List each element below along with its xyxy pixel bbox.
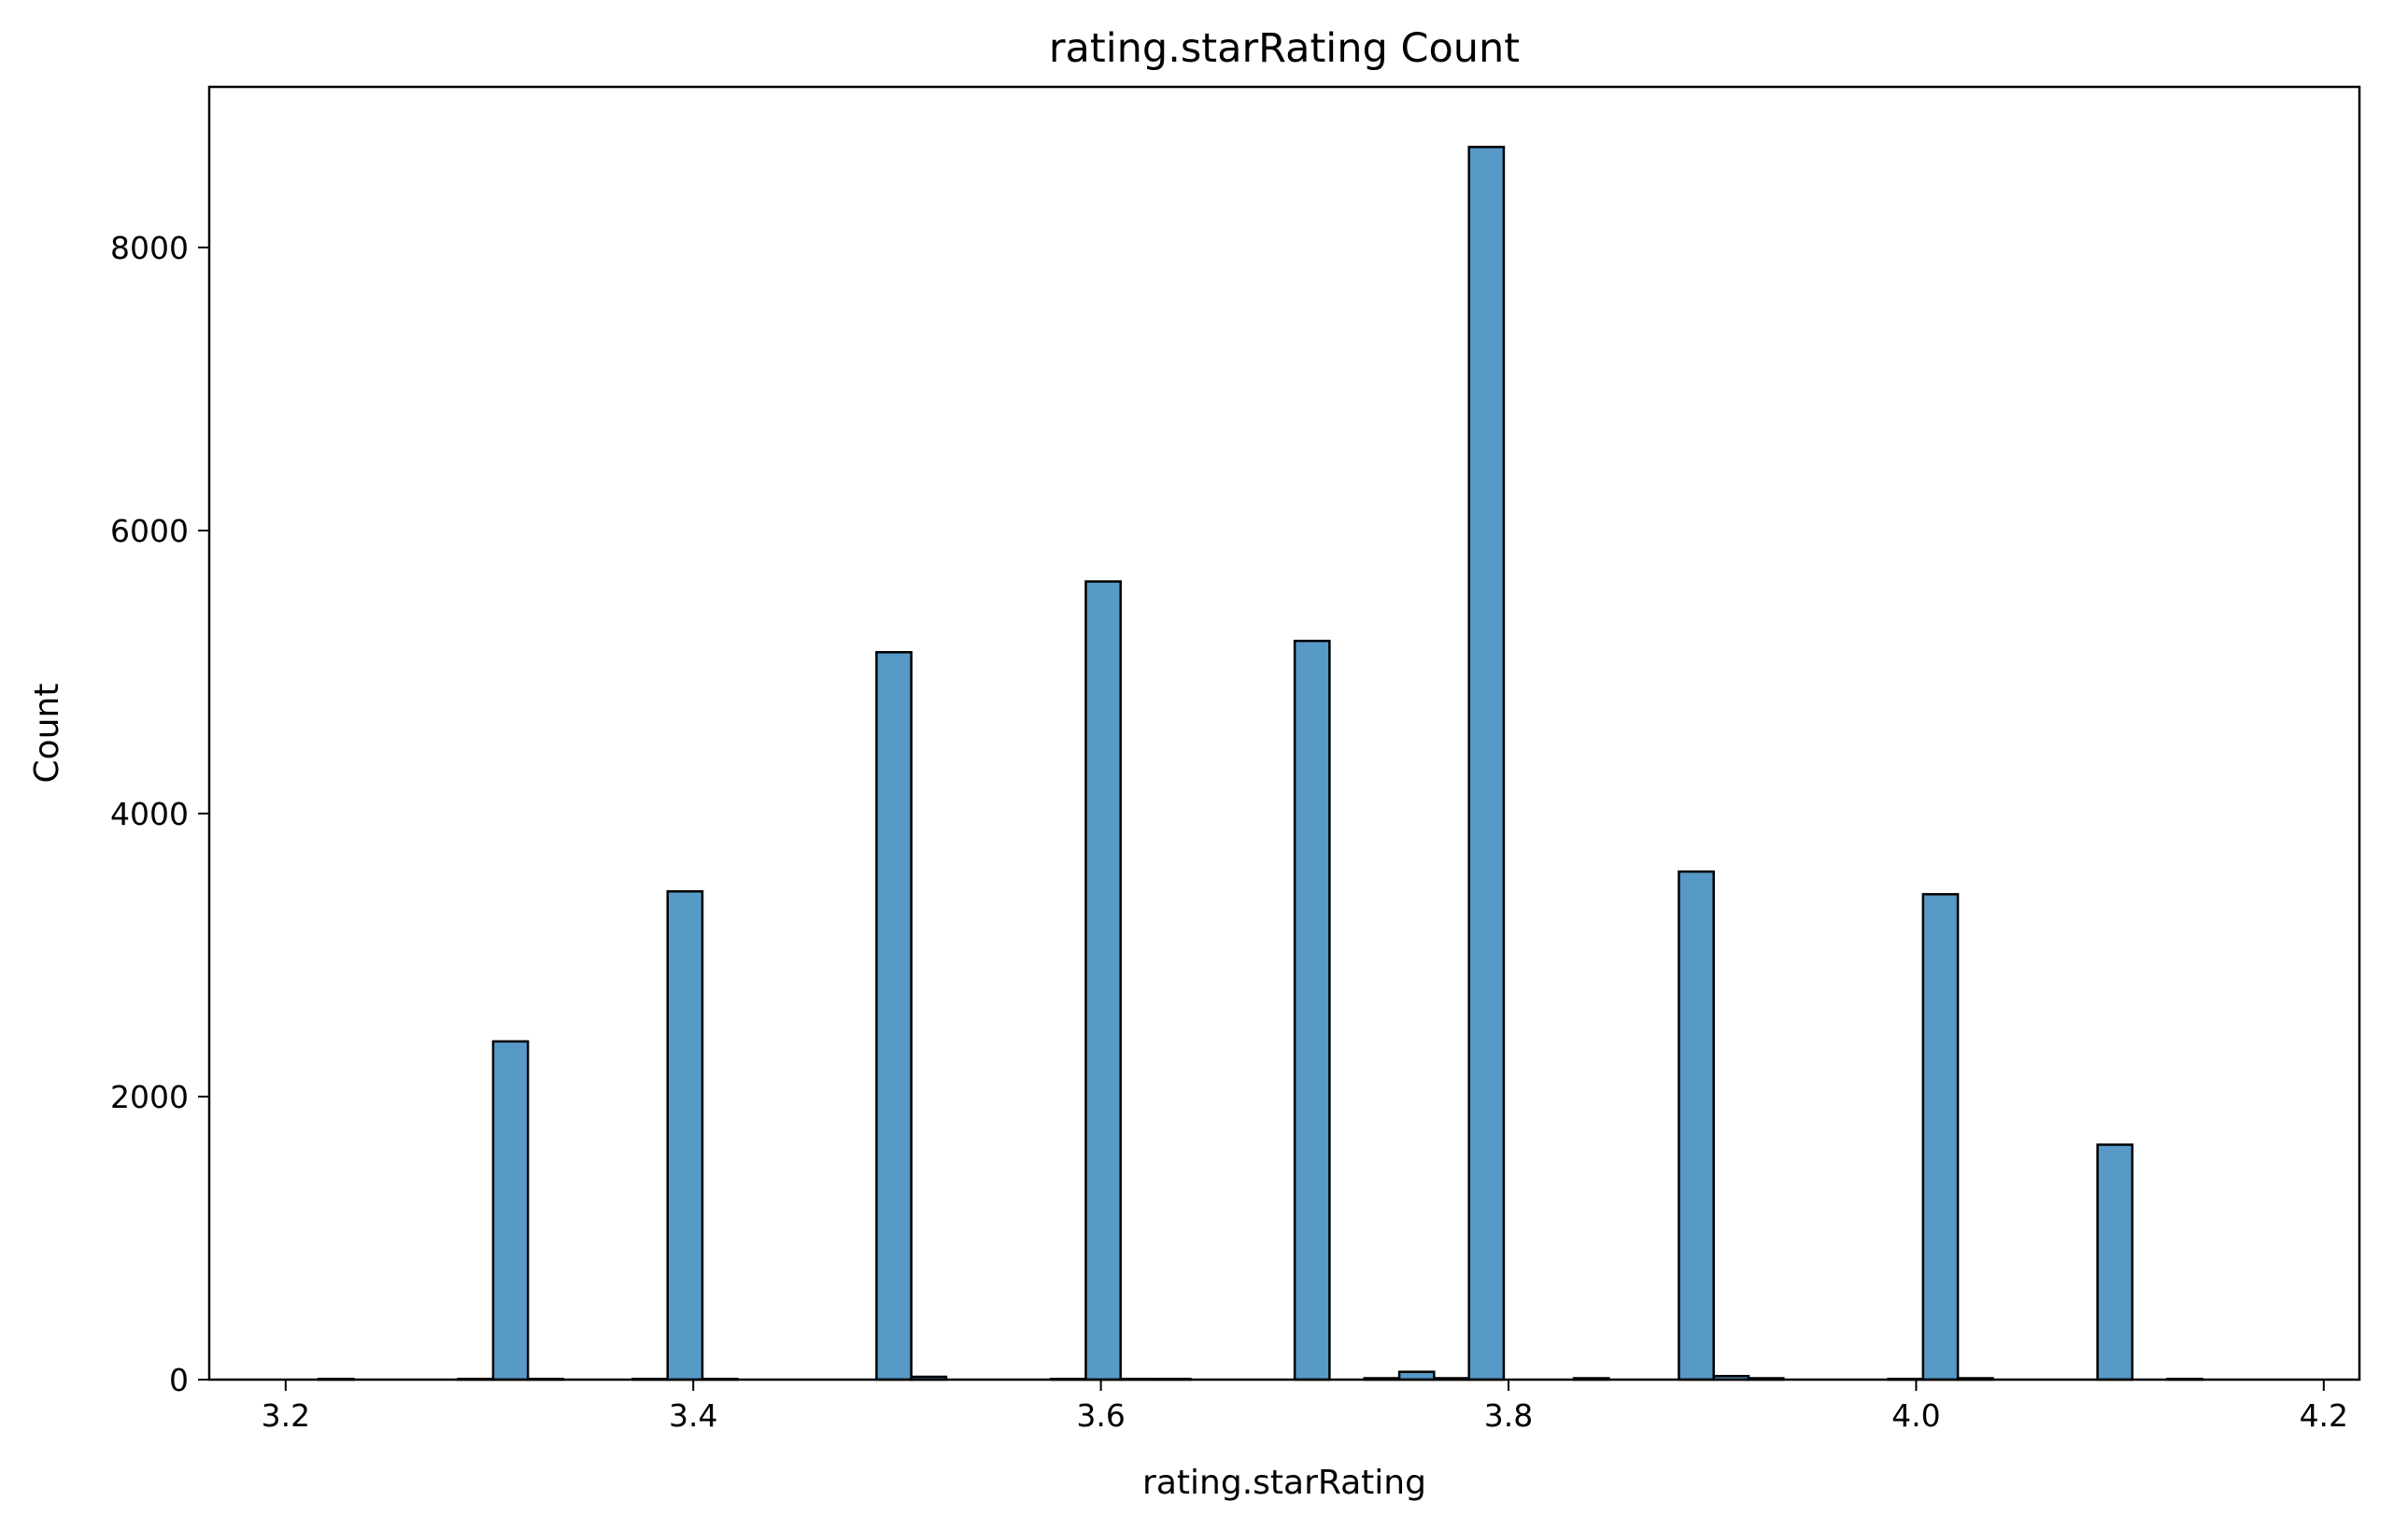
y-tick-label: 2000 bbox=[110, 1079, 189, 1115]
histogram-bar bbox=[1678, 870, 1715, 1381]
histogram-bar bbox=[491, 1040, 530, 1381]
chart-title: rating.starRating Count bbox=[1049, 25, 1520, 72]
y-axis: 0 2000 4000 6000 8000 bbox=[110, 230, 209, 1398]
histogram-bar bbox=[1467, 146, 1506, 1381]
x-tick-label: 3.4 bbox=[669, 1397, 717, 1434]
histogram-bar bbox=[1921, 893, 1960, 1381]
y-tick-label: 6000 bbox=[110, 513, 189, 549]
x-axis: 3.2 3.4 3.6 3.8 4.0 4.2 bbox=[262, 1380, 2348, 1434]
y-tick-label: 0 bbox=[169, 1362, 189, 1398]
x-axis-label: rating.starRating bbox=[1142, 1464, 1426, 1502]
y-axis-label: Count bbox=[28, 684, 66, 784]
x-tick-label: 3.6 bbox=[1076, 1397, 1125, 1434]
bars-layer bbox=[317, 146, 2203, 1381]
histogram-bar bbox=[666, 890, 704, 1381]
histogram-bar bbox=[2096, 1143, 2134, 1381]
x-tick-label: 3.8 bbox=[1484, 1397, 1533, 1434]
plot-frame bbox=[207, 85, 2361, 1381]
histogram-bar bbox=[1084, 580, 1122, 1381]
x-tick-label: 3.2 bbox=[262, 1397, 310, 1434]
y-tick-label: 8000 bbox=[110, 230, 189, 266]
histogram-bar bbox=[1293, 639, 1331, 1381]
x-tick-label: 4.0 bbox=[1891, 1397, 1940, 1434]
histogram-bar bbox=[875, 651, 913, 1381]
y-tick-label: 4000 bbox=[110, 796, 189, 832]
x-tick-label: 4.2 bbox=[2300, 1397, 2348, 1434]
